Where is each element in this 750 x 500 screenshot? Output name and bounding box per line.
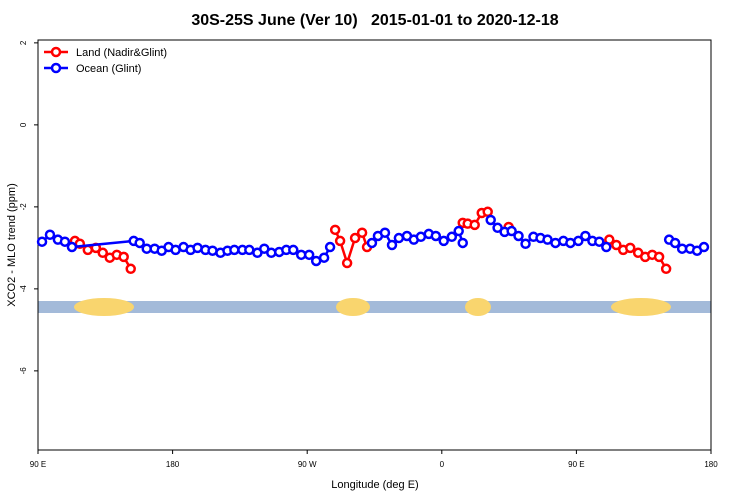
y-tick-label: 0 (19, 122, 28, 127)
point (506, 225, 517, 237)
chart-title: 30S-25S June (Ver 10) 2015-01-01 to 2020… (191, 12, 558, 29)
land-patch (465, 298, 491, 316)
point (379, 227, 391, 238)
point (356, 227, 368, 238)
point (82, 244, 94, 256)
band (38, 301, 711, 313)
land-patch (336, 298, 370, 316)
point (430, 230, 442, 242)
point (393, 232, 405, 244)
point (125, 263, 136, 275)
point (453, 225, 464, 237)
point (601, 241, 612, 253)
x-tick-label: 90 E (30, 460, 46, 469)
point (324, 241, 336, 253)
point (669, 237, 681, 249)
y-tick-label: -2 (19, 203, 28, 211)
y-axis-label: XCO2 - MLO trend (ppm) (6, 183, 18, 306)
point (573, 235, 584, 247)
point (457, 237, 468, 249)
point (611, 239, 622, 251)
point (520, 238, 531, 250)
point (482, 206, 493, 218)
point (229, 244, 240, 256)
legend-label: Land (Nadir&Glint) (76, 47, 167, 59)
x-tick-label: 90 E (568, 460, 584, 469)
point (660, 263, 672, 275)
point (97, 247, 109, 259)
legend-label: Ocean (Glint) (76, 63, 141, 75)
point (334, 235, 346, 247)
point (580, 230, 591, 242)
point (288, 244, 299, 256)
point (485, 214, 496, 226)
x-axis-label: Longitude (deg E) (331, 479, 418, 491)
point (244, 244, 255, 256)
point (341, 257, 353, 269)
point (513, 230, 524, 242)
point (134, 237, 145, 249)
y-tick-label: -6 (19, 367, 28, 375)
series (36, 214, 710, 267)
x-tick-label: 180 (166, 460, 180, 469)
land-patch (611, 298, 671, 316)
x-tick-label: 180 (704, 460, 718, 469)
point (303, 249, 315, 261)
point (438, 235, 449, 247)
point (36, 236, 48, 247)
point (59, 236, 71, 247)
point (329, 224, 341, 236)
legend-marker (50, 46, 62, 58)
legend-marker (50, 62, 62, 74)
point (446, 231, 458, 243)
point (349, 232, 361, 244)
point (366, 237, 378, 249)
point (318, 252, 330, 263)
land-mask-band (38, 298, 711, 316)
y-tick-label: 2 (19, 40, 28, 45)
point (118, 251, 129, 263)
point (44, 229, 56, 240)
point (624, 242, 636, 254)
series (69, 206, 672, 275)
point (66, 241, 78, 253)
point (469, 219, 480, 231)
point (698, 241, 710, 253)
point (594, 236, 605, 247)
x-tick-label: 0 (440, 460, 445, 469)
x-tick-label: 90 W (298, 460, 317, 469)
y-tick-label: -4 (19, 285, 28, 293)
point (653, 251, 665, 263)
point (386, 239, 398, 251)
land-patch (74, 298, 134, 316)
